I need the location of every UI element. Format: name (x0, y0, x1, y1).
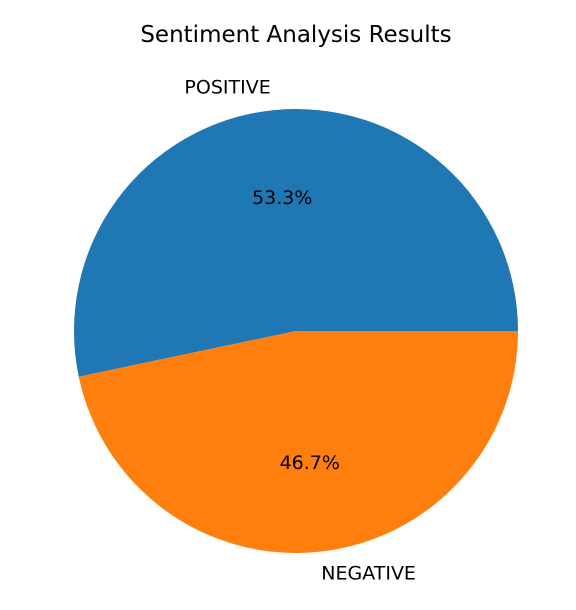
slice-label-positive: POSITIVE (184, 77, 270, 99)
pct-label-positive: 53.3% (252, 187, 312, 209)
pie-slice-negative (79, 331, 518, 553)
pct-label-negative: 46.7% (280, 452, 340, 474)
slice-label-negative: NEGATIVE (321, 562, 416, 584)
chart-title: Sentiment Analysis Results (140, 22, 451, 48)
pie-slices (74, 109, 518, 553)
